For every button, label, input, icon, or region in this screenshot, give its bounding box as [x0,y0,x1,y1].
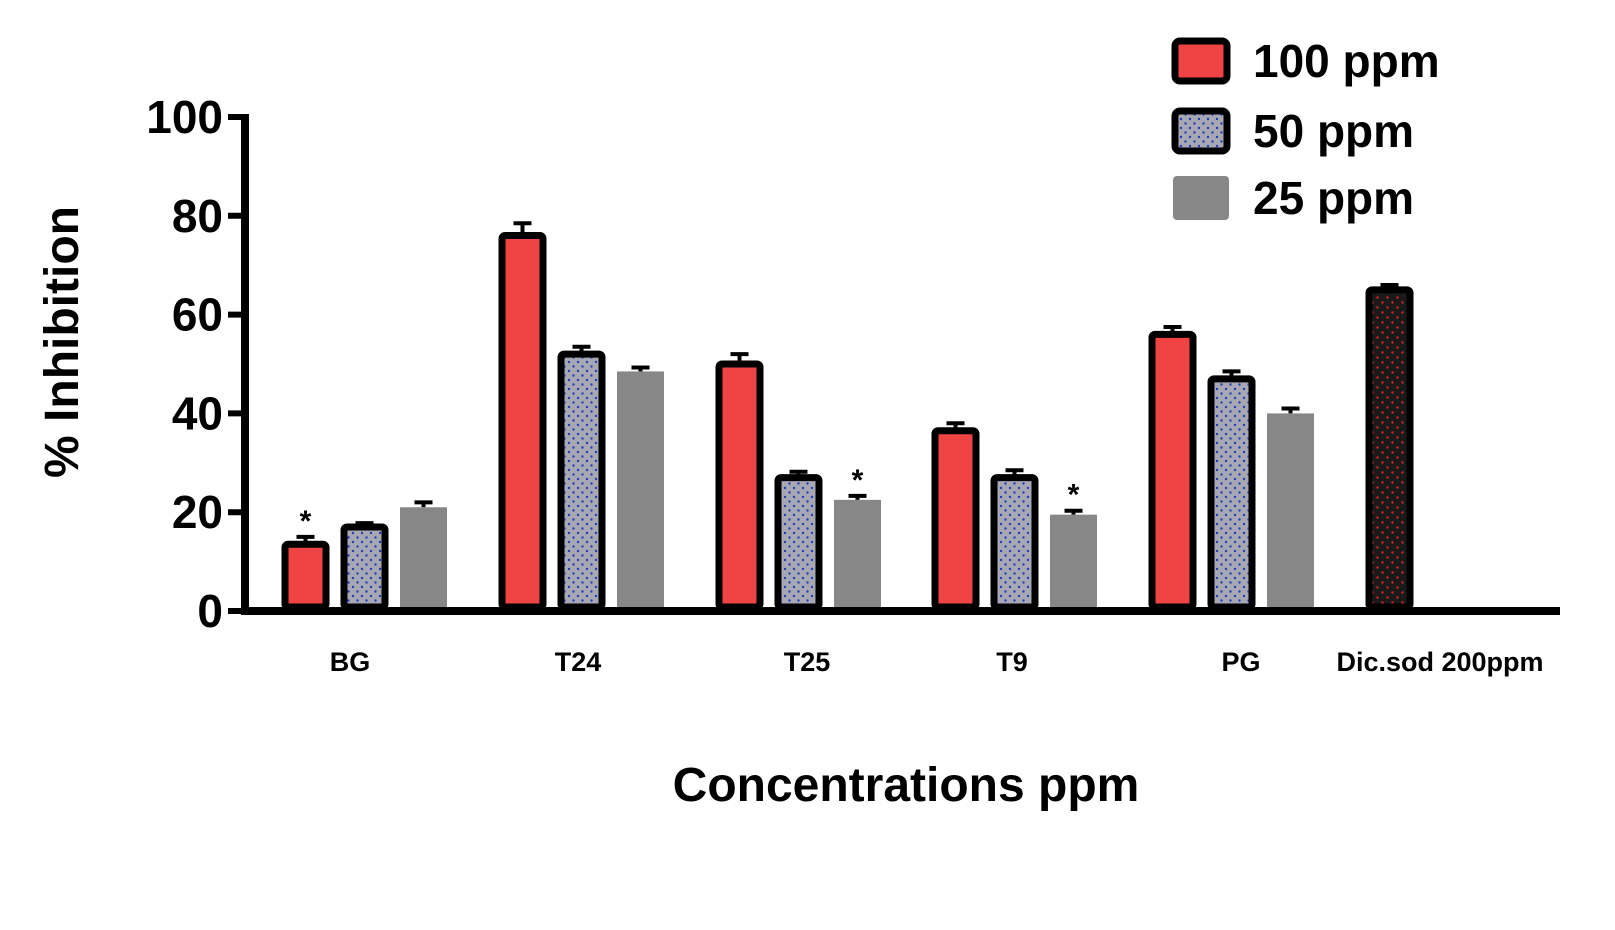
bar-50-ppm-PG [1207,375,1256,611]
bar-25-ppm-PG [1267,413,1314,607]
y-tick-label: 0 [197,585,223,637]
y-tick-label: 20 [172,486,223,538]
legend-label: 100 ppm [1253,35,1440,87]
axes: 0 20 40 60 80 100 BG T24 T25 T9 PG Dic.sod 200ppm [146,91,1560,677]
y-tick-label: 100 [146,91,223,143]
legend-label: 25 ppm [1253,172,1414,224]
bar-100-ppm-PG [1148,330,1197,611]
bar-50-ppm-T24 [557,350,606,611]
bar-25-ppm-T9 [1050,514,1097,607]
significance-marker: * [300,505,312,538]
bar-reference-Dic.sod 200ppm [1365,286,1414,611]
legend-swatch [1171,37,1231,85]
x-tick-label: T25 [784,647,831,677]
bar-100-ppm-T9 [931,427,980,611]
bar-50-ppm-BG [340,523,389,611]
x-axis-label: Concentrations ppm [673,759,1140,812]
legend-swatch [1171,107,1231,155]
y-tick-label: 60 [172,289,223,341]
bar-100-ppm-BG [281,540,330,611]
legend-label: 50 ppm [1253,105,1414,157]
significance-marker: * [1068,479,1080,512]
x-tick-label: Dic.sod 200ppm [1336,647,1543,677]
bars: * * * [281,221,1414,611]
bar-25-ppm-T24 [617,371,664,607]
x-tick-label: BG [330,647,371,677]
legend: 100 ppm 50 ppm 25 ppm [1171,35,1440,224]
significance-marker: * [852,464,864,497]
bar-50-ppm-T9 [990,474,1039,611]
x-tick-label: T24 [555,647,602,677]
y-tick-label: 80 [172,190,223,242]
x-tick-label: PG [1221,647,1260,677]
axis-labels: % Inhibition Concentrations ppm [36,206,1139,812]
bar-25-ppm-BG [400,507,447,607]
y-tick-label: 40 [172,387,223,439]
legend-swatch [1173,176,1229,220]
bar-25-ppm-T25 [834,499,881,607]
y-axis-label: % Inhibition [36,206,89,478]
bar-100-ppm-T24 [498,232,547,611]
x-tick-label: T9 [996,647,1028,677]
bar-50-ppm-T25 [774,474,823,611]
bar-100-ppm-T25 [715,360,764,611]
